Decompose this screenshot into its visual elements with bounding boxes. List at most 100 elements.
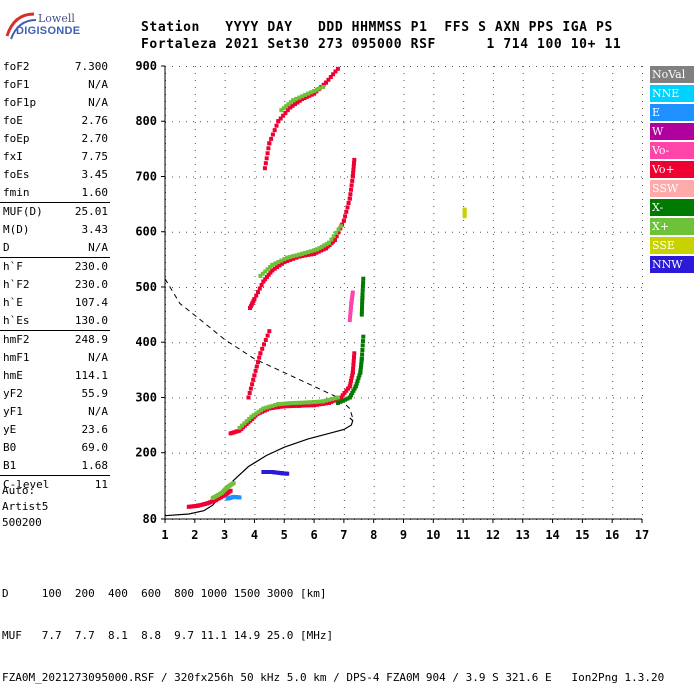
- grid-dot: [571, 397, 572, 399]
- grid-dot: [463, 94, 465, 95]
- grid-dot: [536, 121, 537, 123]
- grid-dot: [642, 451, 643, 452]
- grid-dot: [543, 452, 544, 454]
- grid-dot: [424, 286, 425, 288]
- grid-dot: [194, 486, 196, 487]
- grid-dot: [480, 66, 481, 67]
- profile-dashed: [164, 278, 354, 419]
- grid-dot: [373, 136, 375, 137]
- grid-dot: [284, 185, 286, 186]
- param-value: 230.0: [74, 278, 108, 291]
- echo-point: [312, 400, 317, 404]
- grid-dot: [522, 397, 523, 399]
- grid-dot: [200, 342, 201, 344]
- grid-dot: [564, 176, 565, 178]
- grid-dot: [582, 416, 584, 417]
- grid-dot: [433, 493, 435, 494]
- grid-dot: [433, 311, 435, 312]
- grid-dot: [612, 290, 614, 291]
- grid-dot: [314, 409, 316, 410]
- grid-dot: [194, 395, 196, 396]
- grid-dot: [612, 248, 614, 249]
- param-value: 55.9: [81, 387, 109, 400]
- grid-dot: [314, 262, 316, 263]
- grid-dot: [224, 409, 226, 410]
- grid-dot: [522, 241, 524, 242]
- grid-dot: [373, 290, 375, 291]
- grid-dot: [224, 262, 226, 263]
- x-tick-label: 1: [161, 528, 168, 542]
- grid-dot: [642, 507, 643, 508]
- grid-dot: [578, 231, 579, 233]
- param-separator: [0, 475, 110, 476]
- grid-dot: [642, 465, 643, 466]
- param-label: foF2: [3, 60, 30, 73]
- grid-dot: [254, 290, 256, 291]
- grid-dot: [522, 80, 524, 81]
- grid-dot: [314, 269, 316, 270]
- echo-point: [352, 351, 357, 356]
- grid-dot: [466, 452, 467, 454]
- grid-dot: [333, 66, 334, 67]
- grid-dot: [492, 353, 494, 354]
- grid-dot: [463, 164, 465, 165]
- grid-dot: [552, 493, 554, 494]
- grid-dot: [224, 248, 226, 249]
- grid-dot: [642, 157, 643, 158]
- echo-point: [244, 419, 249, 424]
- grid-dot: [354, 286, 355, 288]
- grid-dot: [642, 395, 643, 396]
- grid-dot: [194, 94, 196, 95]
- grid-dot: [494, 176, 495, 178]
- grid-dot: [433, 213, 435, 214]
- grid-dot: [314, 241, 316, 242]
- echo-point: [309, 403, 314, 408]
- grid-dot: [200, 397, 201, 399]
- param-label: yF2: [3, 387, 23, 400]
- grid-dot: [492, 150, 494, 151]
- grid-dot: [373, 143, 375, 144]
- echo-point: [329, 397, 334, 401]
- grid-dot: [403, 143, 405, 144]
- grid-dot: [557, 121, 558, 123]
- grid-dot: [557, 452, 558, 454]
- grid-dot: [641, 286, 642, 288]
- echo-point: [272, 266, 277, 271]
- grid-dot: [552, 157, 554, 158]
- param-row: hmE 114.1: [0, 367, 112, 385]
- grid-dot: [571, 121, 572, 123]
- grid-dot: [194, 178, 196, 179]
- grid-dot: [433, 276, 435, 277]
- echo-point: [335, 401, 340, 405]
- grid-dot: [326, 231, 327, 233]
- grid-dot: [552, 66, 554, 67]
- grid-dot: [373, 220, 375, 221]
- grid-dot: [522, 353, 524, 354]
- grid-dot: [172, 176, 173, 178]
- echo-point: [358, 367, 363, 372]
- grid-dot: [431, 231, 432, 233]
- grid-dot: [642, 255, 643, 256]
- grid-dot: [373, 395, 375, 396]
- grid-dot: [552, 115, 554, 116]
- echo-point: [349, 183, 354, 188]
- grid-dot: [284, 213, 286, 214]
- grid-dot: [582, 115, 584, 116]
- grid-dot: [522, 472, 524, 473]
- param-value: 7.300: [74, 60, 108, 73]
- echo-point: [267, 329, 272, 334]
- grid-dot: [522, 178, 524, 179]
- grid-dot: [254, 479, 256, 480]
- grid-dot: [529, 121, 530, 123]
- grid-dot: [620, 121, 621, 123]
- grid-dot: [564, 231, 565, 233]
- grid-dot: [613, 66, 614, 67]
- grid-dot: [403, 206, 405, 207]
- grid-dot: [522, 206, 524, 207]
- echo-point: [315, 247, 319, 252]
- grid-dot: [373, 129, 375, 130]
- echo-point: [302, 96, 307, 100]
- grid-dot: [612, 346, 614, 347]
- grid-dot: [508, 397, 509, 399]
- grid-dot: [522, 423, 524, 424]
